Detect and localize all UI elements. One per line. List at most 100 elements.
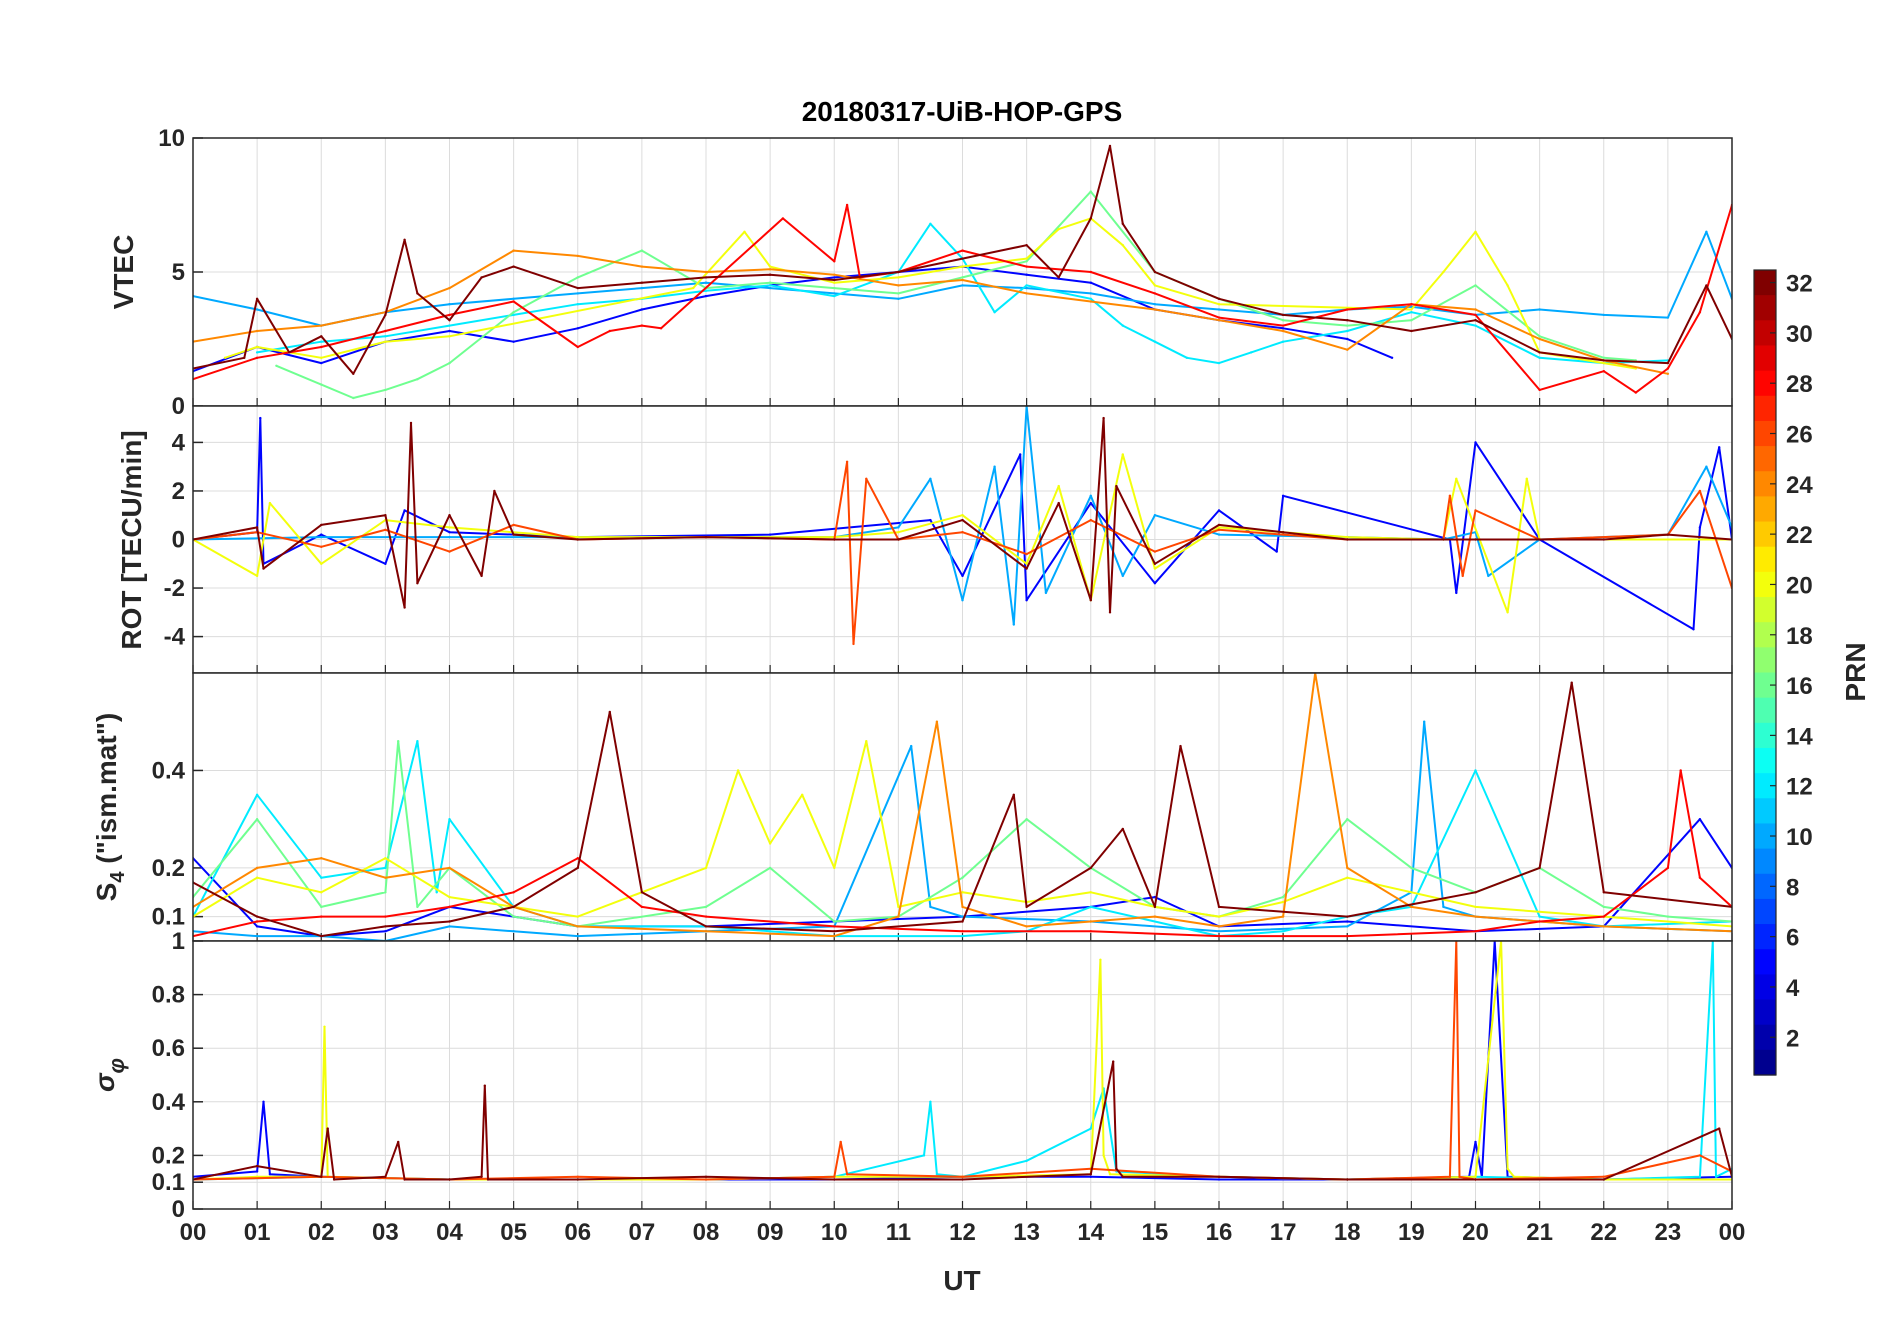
colorbar-frame	[1753, 269, 1777, 1076]
colorbar-segment	[1754, 1024, 1776, 1051]
x-tick-label: 00	[1719, 1219, 1746, 1246]
data-point-s4	[1410, 866, 1413, 870]
data-point-s4	[961, 915, 964, 918]
data-point-vtec	[1217, 308, 1221, 311]
data-point-vtec	[1185, 356, 1189, 359]
data-point-vtec	[1153, 292, 1157, 295]
data-point-s4	[961, 905, 964, 909]
data-point-s4	[768, 842, 772, 845]
ylabel-s4-rest: ("ism.mat")	[91, 713, 122, 872]
data-point-s4	[576, 857, 579, 860]
data-point-vtec	[692, 286, 695, 290]
data-point-s4	[1179, 744, 1182, 748]
data-point-vtec	[288, 351, 291, 354]
data-point-vtec	[961, 276, 964, 279]
x-tick-label: 04	[436, 1219, 463, 1246]
data-point-vtec	[255, 329, 259, 333]
data-point-rot	[961, 531, 964, 534]
data-point-s4	[1602, 915, 1606, 918]
data-point-s4	[1346, 866, 1349, 870]
y-tick-label-rot: 2	[172, 478, 185, 505]
data-point-sigma_phi	[961, 1175, 964, 1179]
data-point-sigma_phi	[1217, 1175, 1221, 1179]
data-point-s4	[897, 934, 900, 938]
data-point-rot	[384, 562, 387, 565]
data-point-vtec	[576, 345, 579, 349]
data-point-rot	[262, 567, 265, 570]
data-point-rot	[448, 535, 451, 539]
data-point-vtec	[1666, 372, 1670, 375]
data-point-rot	[1089, 518, 1093, 522]
data-point-vtec	[448, 329, 451, 333]
data-point-rot	[1012, 623, 1015, 626]
data-point-vtec	[403, 238, 406, 241]
data-point-s4	[320, 905, 323, 909]
data-point-vtec	[704, 281, 708, 284]
data-point-vtec	[1281, 327, 1285, 330]
y-tick-label-sigma_phi: 0.4	[152, 1089, 186, 1116]
data-point-s4	[929, 905, 932, 909]
data-point-rot	[865, 477, 868, 480]
data-point-sigma_phi	[480, 1175, 483, 1179]
data-point-vtec	[448, 335, 451, 338]
data-point-vtec	[1217, 361, 1221, 365]
data-point-vtec	[704, 294, 708, 298]
data-point-rot	[704, 535, 708, 539]
data-point-rot	[1217, 523, 1221, 527]
data-point-s4	[576, 925, 579, 928]
data-point-vtec	[320, 361, 323, 365]
data-point-sigma_phi	[839, 1140, 842, 1144]
data-point-s4	[320, 934, 323, 938]
data-point-vtec	[384, 388, 387, 392]
data-point-s4	[1153, 905, 1157, 909]
data-point-rot	[833, 538, 836, 541]
data-point-s4	[1025, 925, 1028, 928]
data-point-sigma_phi	[397, 1140, 400, 1144]
data-point-vtec	[1281, 340, 1285, 343]
colorbar-segment	[1754, 873, 1776, 900]
data-point-vtec	[1346, 348, 1349, 351]
data-point-rot	[1602, 538, 1606, 541]
data-point-s4	[608, 710, 611, 714]
data-point-s4	[1281, 930, 1285, 933]
data-point-vtec	[384, 313, 387, 317]
colorbar-segment	[1754, 270, 1776, 296]
data-point-s4	[1089, 920, 1093, 923]
y-tick-label-rot: -2	[164, 575, 185, 602]
data-point-rot	[1217, 528, 1221, 531]
data-point-rot	[1153, 550, 1157, 553]
data-point-s4	[833, 866, 836, 870]
data-point-vtec	[576, 276, 579, 279]
data-point-s4	[1538, 920, 1541, 923]
data-point-vtec	[704, 289, 708, 292]
data-point-vtec	[1474, 313, 1477, 317]
colorbar-tick-label: 8	[1786, 874, 1799, 901]
data-point-rot	[320, 545, 323, 548]
panel-rot: -4 -2 0 2 4	[164, 405, 1733, 674]
data-point-sigma_phi	[1025, 1159, 1028, 1163]
y-tick-label-sigma_phi: 0.1	[152, 1169, 185, 1196]
colorbar-tick-label: 6	[1786, 925, 1799, 952]
data-point-rot	[993, 465, 996, 468]
series-prn-28-vtec	[193, 204, 1732, 394]
data-point-rot	[1089, 599, 1093, 602]
data-point-s4	[1281, 915, 1285, 918]
data-point-s4	[1679, 769, 1682, 772]
data-point-sigma_phi	[1474, 1140, 1477, 1144]
data-point-sigma_phi	[1602, 1175, 1606, 1179]
data-point-s4	[320, 857, 323, 860]
series-prn-24-s4	[193, 673, 1732, 938]
data-point-rot	[961, 518, 964, 522]
colorbar-segment	[1754, 672, 1776, 699]
data-point-vtec	[1346, 319, 1349, 322]
series-group-sigma_phi	[193, 941, 1732, 1181]
data-point-vtec	[448, 286, 451, 290]
data-point-vtec	[512, 265, 515, 268]
data-point-sigma_phi	[1089, 1127, 1093, 1130]
data-point-vtec	[1474, 308, 1477, 311]
data-point-rot	[1217, 509, 1221, 512]
data-point-vtec	[576, 303, 579, 306]
data-point-s4	[384, 866, 387, 870]
data-point-s4	[897, 905, 900, 909]
data-point-vtec	[1089, 297, 1093, 300]
